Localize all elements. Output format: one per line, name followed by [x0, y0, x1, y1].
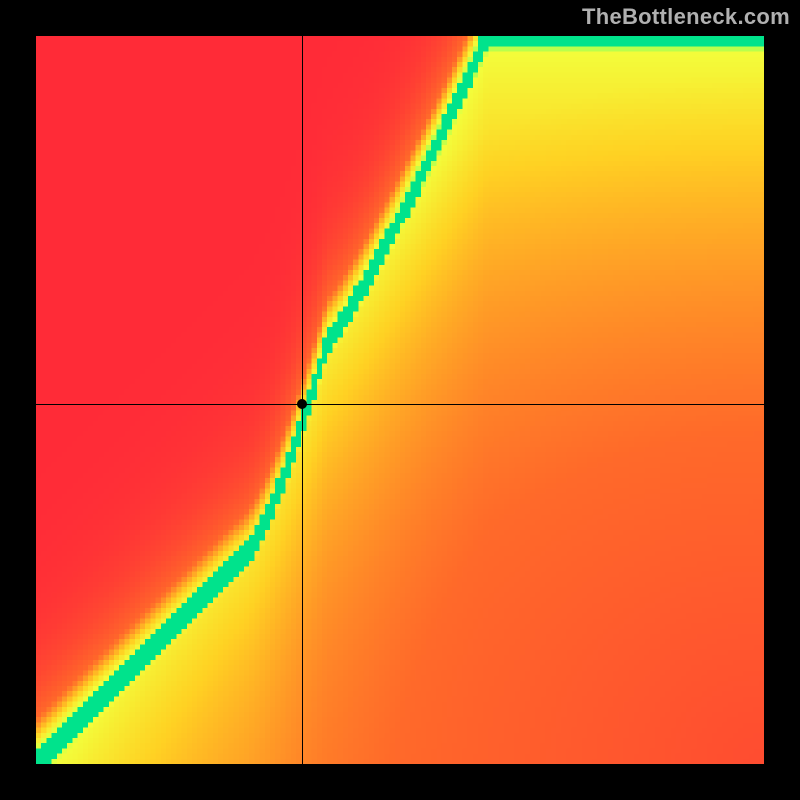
chart-frame: TheBottleneck.com	[0, 0, 800, 800]
heatmap-canvas	[36, 36, 764, 764]
plot-area	[36, 36, 764, 764]
watermark-text: TheBottleneck.com	[582, 4, 790, 30]
crosshair-marker	[297, 399, 307, 409]
crosshair-horizontal	[36, 404, 764, 405]
